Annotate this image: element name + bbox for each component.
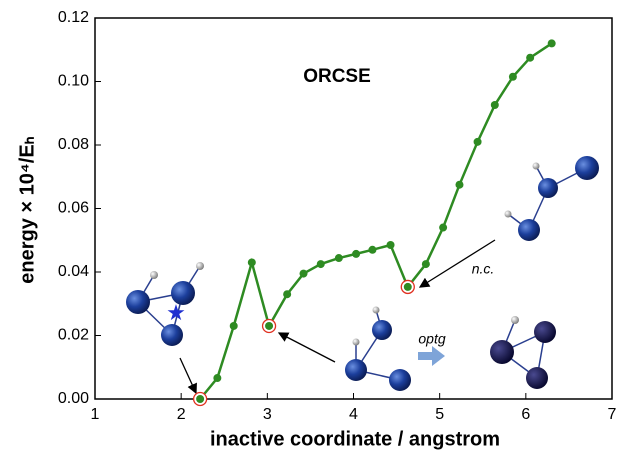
point [404, 283, 412, 291]
point [526, 54, 534, 62]
point [196, 395, 204, 403]
point [422, 260, 430, 268]
point [352, 250, 360, 258]
point [509, 73, 517, 81]
x-tick-label: 1 [91, 406, 100, 423]
annotation: n.c. [472, 261, 495, 277]
y-tick-label: 0.00 [58, 390, 89, 407]
x-tick-label: 7 [608, 406, 617, 423]
y-tick-label: 0.08 [58, 136, 89, 153]
x-tick-label: 2 [177, 406, 186, 423]
point [368, 246, 376, 254]
point [213, 374, 221, 382]
point [300, 270, 308, 278]
annotation: optg [418, 331, 445, 347]
x-axis-label: inactive coordinate / angstrom [210, 428, 500, 450]
point [491, 101, 499, 109]
point [387, 241, 395, 249]
y-tick-label: 0.10 [58, 73, 89, 90]
y-tick-label: 0.02 [58, 327, 89, 344]
arrows [180, 240, 495, 393]
point [474, 138, 482, 146]
x-tick-label: 4 [349, 406, 358, 423]
point [230, 322, 238, 330]
point [248, 258, 256, 266]
x-tick-label: 5 [435, 406, 444, 423]
point [439, 224, 447, 232]
molecules: ★ [126, 156, 599, 391]
y-tick-label: 0.12 [58, 9, 89, 26]
point [283, 290, 291, 298]
y-tick-label: 0.04 [58, 263, 89, 280]
annotation: ORCSE [303, 66, 371, 87]
svg-text:★: ★ [166, 300, 186, 325]
point [317, 260, 325, 268]
point [548, 39, 556, 47]
chart: ★ ORCSE n.c. optg inactive coordinate / … [0, 0, 617, 450]
point [265, 322, 273, 330]
point [455, 181, 463, 189]
y-axis-label: energy × 10⁴/Eₕ [16, 136, 38, 284]
point [335, 254, 343, 262]
x-tick-label: 6 [521, 406, 530, 423]
x-tick-label: 3 [263, 406, 272, 423]
y-tick-label: 0.06 [58, 200, 89, 217]
